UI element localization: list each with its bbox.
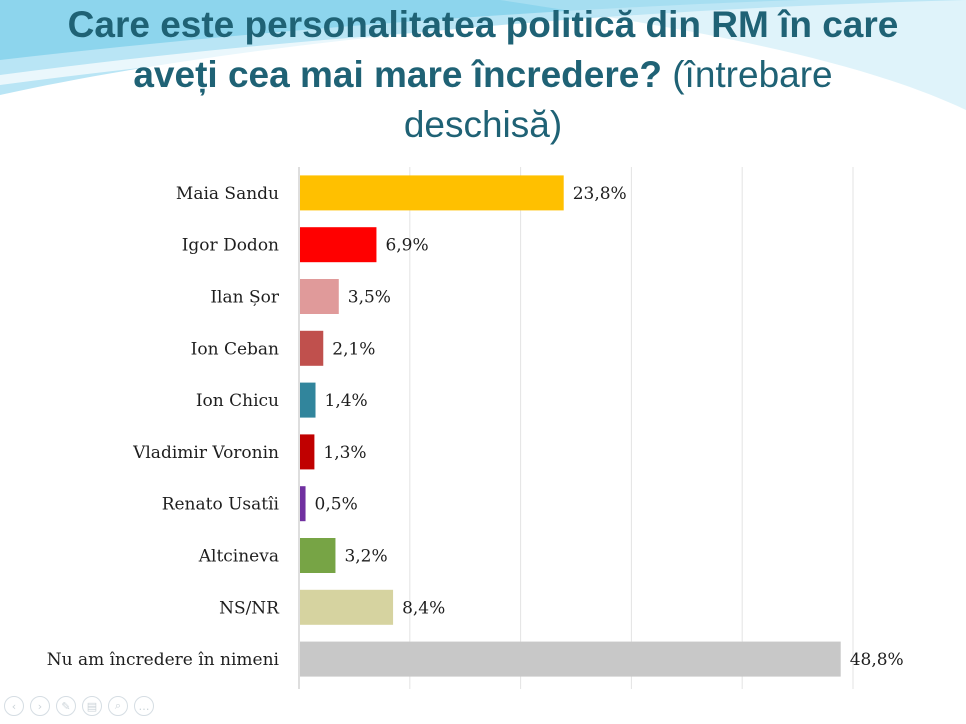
value-label: 1,3%	[323, 443, 366, 463]
category-label: Maia Sandu	[176, 184, 279, 204]
bar	[300, 227, 377, 263]
category-labels: Maia Sandu Igor Dodon Ilan Șor Ion Ceban Ion…	[47, 184, 280, 670]
bar	[300, 434, 315, 470]
category-label: Vladimir Voronin	[132, 443, 279, 463]
more-icon[interactable]: …	[134, 696, 154, 716]
grid-lines	[409, 167, 854, 689]
value-label: 3,2%	[344, 547, 387, 567]
bar	[300, 641, 841, 677]
next-icon[interactable]: ›	[30, 696, 50, 716]
value-labels: 23,8% 6,9% 3,5% 2,1% 1,4% 1,3% 0,5% 3,2% 8,4% 48,…	[315, 184, 904, 670]
header-swoosh-decoration	[0, 0, 966, 110]
prev-icon[interactable]: ‹	[4, 696, 24, 716]
category-label: Igor Dodon	[182, 236, 279, 256]
title-line-2-bold: aveți cea mai mare încredere?	[133, 54, 662, 95]
value-label: 0,5%	[315, 495, 358, 515]
value-label: 2,1%	[332, 339, 375, 359]
bar	[300, 589, 394, 625]
bar	[300, 175, 564, 211]
value-label: 1,4%	[325, 391, 368, 411]
category-label: Ion Chicu	[196, 391, 279, 411]
title-line-3: deschisă)	[403, 104, 563, 145]
slides-icon[interactable]: ▤	[82, 696, 102, 716]
bar	[300, 538, 336, 573]
category-label: NS/NR	[219, 598, 280, 618]
title-line-1: Care este personalitatea politică din RM…	[67, 4, 899, 45]
bars	[300, 175, 841, 677]
bar	[300, 279, 339, 314]
category-label: Renato Usatîi	[162, 495, 280, 515]
value-label: 23,8%	[573, 184, 627, 204]
pen-icon[interactable]: ✎	[56, 696, 76, 716]
category-label: Nu am încredere în nimeni	[47, 650, 280, 670]
category-label: Ilan Șor	[210, 288, 280, 308]
presentation-toolbar: ‹ › ✎ ▤ ⌕ …	[4, 696, 154, 722]
bar	[300, 330, 324, 366]
bar	[300, 382, 316, 418]
title-line-2-normal: (întrebare	[661, 54, 833, 95]
value-label: 6,9%	[385, 236, 428, 256]
category-label: Ion Ceban	[191, 339, 279, 359]
value-label: 3,5%	[348, 288, 391, 308]
zoom-icon[interactable]: ⌕	[108, 696, 128, 716]
value-label: 8,4%	[402, 598, 445, 618]
chart-title: Care este personalitatea politică din RM…	[40, 0, 926, 150]
category-label: Altcineva	[198, 547, 279, 567]
value-label: 48,8%	[850, 650, 904, 670]
bar	[300, 486, 306, 522]
